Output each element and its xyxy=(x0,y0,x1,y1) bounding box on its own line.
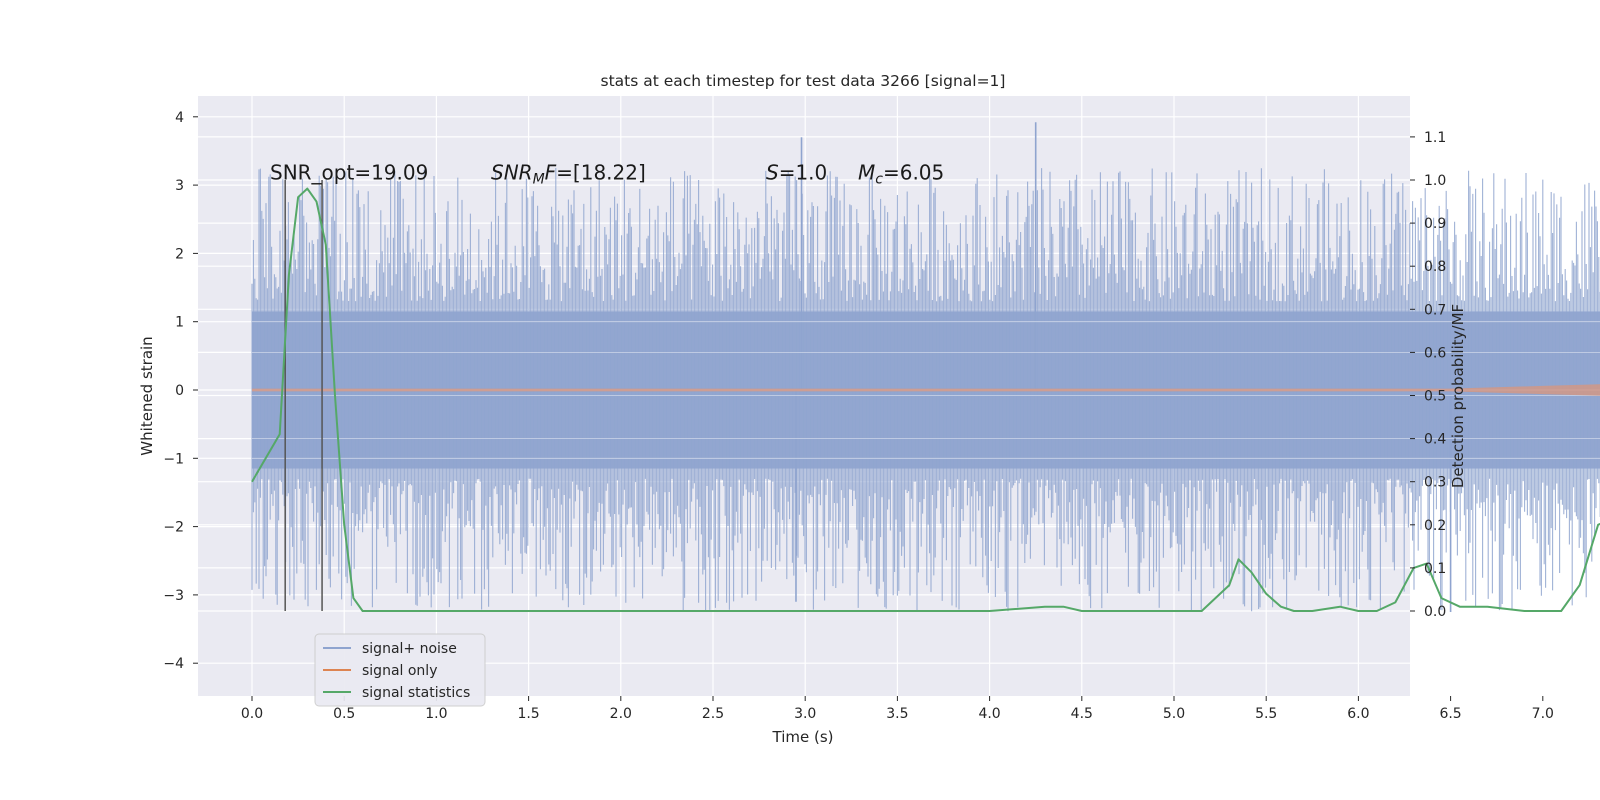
y-tick-label: −3 xyxy=(163,588,184,604)
y2-tick-label: 0.7 xyxy=(1424,302,1446,318)
x-axis-label: Time (s) xyxy=(772,728,834,746)
y-tick-label: −2 xyxy=(163,520,184,536)
y2-tick-label: 1.0 xyxy=(1424,173,1446,189)
x-tick-label: 3.5 xyxy=(886,706,908,722)
y2-tick-label: 0.9 xyxy=(1424,216,1446,232)
annotation-snr-opt: SNR_opt=19.09 xyxy=(270,161,428,185)
signal-envelope xyxy=(252,384,1600,396)
x-tick-label: 5.5 xyxy=(1255,706,1277,722)
x-tick-label: 4.5 xyxy=(1071,706,1093,722)
signal-only-trace xyxy=(252,384,1600,396)
annotation-snr-mf: SNRMF=[18.22] xyxy=(491,161,646,188)
signal-statistics-trace xyxy=(251,187,1600,612)
x-tick-label: 0.5 xyxy=(333,706,355,722)
x-tick-label: 6.5 xyxy=(1439,706,1461,722)
y2-tick-label: 0.2 xyxy=(1424,518,1446,534)
vertical-markers xyxy=(284,180,323,611)
y-tick-label: −4 xyxy=(163,656,184,672)
x-tick-label: 0.0 xyxy=(241,706,263,722)
y2-tick-label: 1.1 xyxy=(1424,130,1446,146)
annotations: SNR_opt=19.09 SNRMF=[18.22] S=1.0 Mc=6.05 xyxy=(270,161,944,188)
y-tick-label: 1 xyxy=(175,315,184,331)
annotation-s: S=1.0 xyxy=(766,161,827,185)
y2-tick-label: 0.3 xyxy=(1424,475,1446,491)
x-tick-label: 6.0 xyxy=(1347,706,1369,722)
y2-axis-label: Detection probability/MF xyxy=(1449,304,1467,488)
y2-tick-label: 0.5 xyxy=(1424,389,1446,405)
y-tick-label: 0 xyxy=(175,383,184,399)
y2-tick-label: 0.4 xyxy=(1424,432,1446,448)
y-tick-label: 2 xyxy=(175,246,184,262)
y-axis-ticks: −4 −3 −2 −1 0 1 2 3 4 xyxy=(163,110,198,672)
y2-axis-ticks: 0.0 0.1 0.2 0.3 0.4 0.5 0.6 0.7 0.8 0.9 1.0 1.1 xyxy=(1410,130,1446,620)
legend-label: signal only xyxy=(362,663,437,679)
x-tick-label: 1.0 xyxy=(425,706,447,722)
x-tick-label: 4.0 xyxy=(978,706,1000,722)
x-tick-label: 1.5 xyxy=(517,706,539,722)
signal-statistics-line xyxy=(251,187,1600,612)
legend: signal+ noise signal only signal statistic… xyxy=(314,633,486,707)
x-tick-label: 2.0 xyxy=(610,706,632,722)
x-axis-ticks: 0.0 0.5 1.0 1.5 2.0 2.5 3.0 3.5 4.0 4.5 5.0 5.5 6.0 6… xyxy=(241,696,1554,722)
annotation-mc: Mc=6.05 xyxy=(858,161,944,188)
x-tick-label: 2.5 xyxy=(702,706,724,722)
legend-label: signal statistics xyxy=(362,685,470,701)
y2-tick-label: 0.6 xyxy=(1424,345,1446,361)
legend-label: signal+ noise xyxy=(362,641,457,657)
y2-tick-label: 0.0 xyxy=(1424,604,1446,620)
y-tick-label: 4 xyxy=(175,110,184,126)
y-tick-label: 3 xyxy=(175,178,184,194)
x-tick-label: 3.0 xyxy=(794,706,816,722)
x-tick-label: 5.0 xyxy=(1163,706,1185,722)
y2-tick-label: 0.8 xyxy=(1424,259,1446,275)
noise-spikes xyxy=(251,168,1600,612)
legend-box xyxy=(314,633,486,707)
y2-tick-label: 0.1 xyxy=(1424,561,1446,577)
x-tick-label: 7.0 xyxy=(1532,706,1554,722)
y-axis-label: Whitened strain xyxy=(138,336,156,455)
chart-title: stats at each timestep for test data 326… xyxy=(601,72,1006,90)
y-tick-label: −1 xyxy=(163,451,184,467)
